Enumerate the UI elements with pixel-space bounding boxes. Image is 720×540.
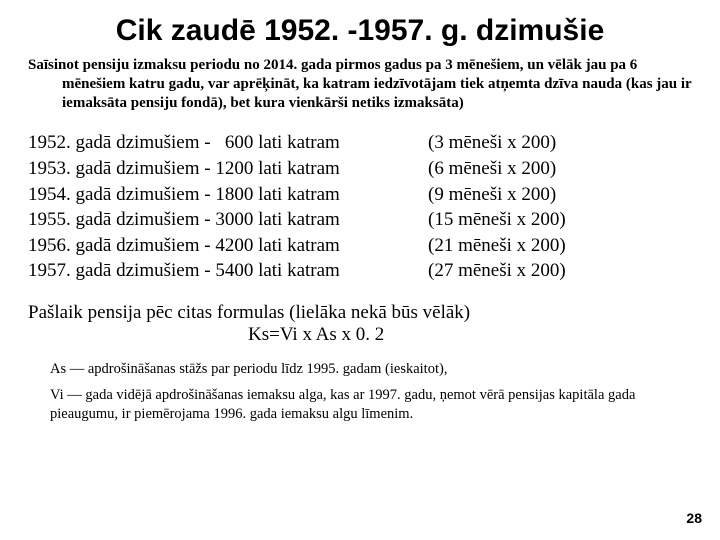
intro-text: Saīsinot pensiju izmaksu periodu no 2014… — [28, 56, 692, 112]
row-left: 1954. gadā dzimušiem - 1800 lati katram — [28, 182, 428, 208]
table-row: 1952. gadā dzimušiem - 600 lati katram (… — [28, 130, 692, 156]
row-right: (3 mēneši x 200) — [428, 130, 556, 156]
formula-description: Pašlaik pensija pēc citas formulas (liel… — [28, 302, 692, 324]
footnote-vi: Vi — gada vidējā apdrošināšanas iemaksu … — [50, 386, 692, 425]
row-left: 1957. gadā dzimušiem - 5400 lati katram — [28, 258, 428, 284]
loss-table: 1952. gadā dzimušiem - 600 lati katram (… — [28, 130, 692, 284]
row-left: 1956. gadā dzimušiem - 4200 lati katram — [28, 233, 428, 259]
table-row: 1957. gadā dzimušiem - 5400 lati katram … — [28, 258, 692, 284]
footnote-as: As — apdrošināšanas stāžs par periodu lī… — [50, 360, 692, 380]
row-right: (15 mēneši x 200) — [428, 207, 566, 233]
row-right: (9 mēneši x 200) — [428, 182, 556, 208]
page-number: 28 — [686, 510, 702, 526]
row-left: 1952. gadā dzimušiem - 600 lati katram — [28, 130, 428, 156]
row-left: 1955. gadā dzimušiem - 3000 lati katram — [28, 207, 428, 233]
intro-paragraph: Saīsinot pensiju izmaksu periodu no 2014… — [28, 56, 692, 112]
table-row: 1954. gadā dzimušiem - 1800 lati katram … — [28, 182, 692, 208]
footnotes: As — apdrošināšanas stāžs par periodu lī… — [28, 360, 692, 425]
row-right: (21 mēneši x 200) — [428, 233, 566, 259]
table-row: 1953. gadā dzimušiem - 1200 lati katram … — [28, 156, 692, 182]
row-left: 1953. gadā dzimušiem - 1200 lati katram — [28, 156, 428, 182]
row-right: (27 mēneši x 200) — [428, 258, 566, 284]
row-right: (6 mēneši x 200) — [428, 156, 556, 182]
formula-equation: Ks=Vi x As x 0. 2 — [28, 324, 692, 346]
table-row: 1956. gadā dzimušiem - 4200 lati katram … — [28, 233, 692, 259]
table-row: 1955. gadā dzimušiem - 3000 lati katram … — [28, 207, 692, 233]
slide-title: Cik zaudē 1952. -1957. g. dzimušie — [28, 14, 692, 48]
